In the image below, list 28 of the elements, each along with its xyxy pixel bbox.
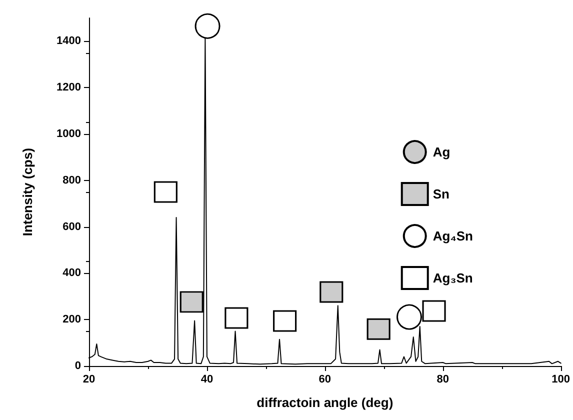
x-tick-label: 100	[552, 374, 570, 386]
x-tick-label: 60	[318, 374, 332, 386]
y-tick-label: 0	[74, 360, 81, 372]
point	[194, 13, 220, 39]
legend-label: Ag	[432, 144, 450, 160]
y-tick-label: 600	[62, 220, 81, 233]
legend-label: Sn	[432, 186, 450, 202]
x-tick-label: 40	[200, 374, 214, 386]
x-axis-title: diffractoin angle (deg)	[256, 395, 394, 410]
point	[422, 300, 446, 322]
y-tick-label: 800	[62, 174, 81, 186]
point	[154, 181, 178, 203]
y-tick-label: 1400	[56, 35, 81, 48]
point	[224, 307, 248, 329]
y-tick-label: 200	[62, 314, 81, 326]
point	[366, 318, 390, 340]
point	[320, 281, 344, 303]
y-tick-label: 1200	[56, 82, 81, 94]
y-axis-title: Intensity (cps)	[20, 148, 35, 236]
y-tick-label: 400	[62, 267, 81, 280]
point	[180, 291, 204, 313]
legend-label: Ag₃Sn	[432, 270, 473, 286]
legend-label: Ag₄Sn	[432, 228, 474, 244]
x-tick-label: 80	[436, 374, 449, 386]
point	[396, 304, 422, 330]
x-tick-label: 20	[82, 374, 96, 386]
point	[273, 310, 297, 332]
y-tick-label: 1000	[56, 128, 81, 140]
